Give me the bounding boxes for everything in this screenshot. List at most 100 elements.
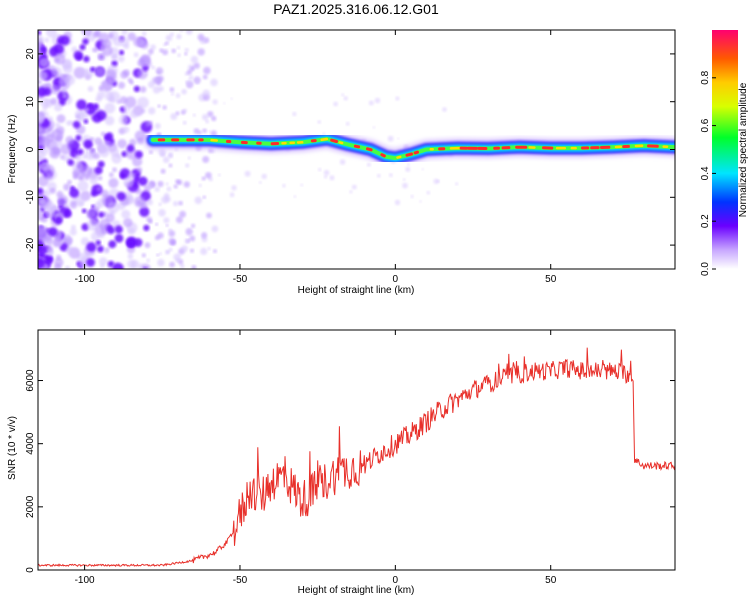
noise-blob bbox=[207, 247, 211, 251]
noise-blob bbox=[129, 138, 137, 146]
noise-blob bbox=[185, 163, 190, 168]
noise-blob bbox=[318, 168, 322, 172]
noise-blob bbox=[161, 196, 169, 204]
noise-blob bbox=[333, 101, 338, 107]
noise-blob bbox=[323, 169, 330, 176]
noise-blob bbox=[38, 30, 42, 36]
noise-blob bbox=[38, 71, 48, 81]
noise-blob bbox=[54, 57, 60, 63]
track-hotspot bbox=[330, 138, 338, 143]
noise-blob bbox=[72, 161, 84, 173]
noise-blob bbox=[70, 224, 76, 230]
noise-blob bbox=[144, 242, 151, 249]
noise-blob bbox=[39, 45, 47, 53]
spectrogram-y-axis-label: Frequency (Hz) bbox=[7, 115, 18, 184]
noise-blob bbox=[153, 76, 162, 85]
x-tick-label: 0 bbox=[393, 575, 399, 586]
noise-blob bbox=[87, 86, 94, 92]
noise-blob bbox=[89, 176, 98, 185]
noise-blob bbox=[173, 184, 178, 189]
noise-blob bbox=[63, 64, 73, 74]
track-hotspot bbox=[366, 147, 373, 152]
noise-blob bbox=[202, 74, 208, 80]
noise-blob bbox=[133, 52, 139, 58]
noise-blob bbox=[94, 166, 103, 175]
noise-blob bbox=[69, 228, 77, 236]
noise-blob bbox=[387, 135, 394, 142]
noise-blob bbox=[96, 245, 104, 253]
noise-blob bbox=[46, 174, 53, 182]
noise-blob bbox=[351, 184, 357, 190]
noise-blob bbox=[141, 253, 146, 258]
noise-blob bbox=[83, 139, 93, 149]
noise-blob bbox=[168, 228, 173, 233]
noise-blob bbox=[156, 253, 160, 257]
noise-blob bbox=[147, 183, 154, 189]
noise-blob bbox=[111, 53, 118, 60]
noise-blob bbox=[164, 249, 170, 255]
noise-blob bbox=[203, 66, 211, 75]
noise-blob bbox=[141, 31, 147, 37]
noise-blob bbox=[50, 97, 58, 105]
noise-blob bbox=[137, 167, 143, 173]
y-tick-label: 0 bbox=[25, 146, 36, 152]
noise-blob bbox=[121, 209, 131, 219]
noise-blob bbox=[133, 85, 141, 93]
noise-blob bbox=[101, 45, 113, 57]
noise-blob bbox=[74, 153, 82, 161]
noise-blob bbox=[179, 210, 187, 218]
noise-blob bbox=[78, 261, 85, 268]
noise-blob bbox=[117, 81, 126, 89]
noise-blob bbox=[117, 55, 125, 63]
noise-blob bbox=[65, 247, 73, 255]
noise-blob bbox=[108, 32, 114, 39]
track-hotspot bbox=[405, 152, 414, 157]
noise-blob bbox=[394, 199, 401, 206]
noise-blob bbox=[95, 240, 101, 246]
noise-blob bbox=[197, 48, 205, 56]
noise-blob bbox=[103, 248, 109, 254]
noise-blob bbox=[98, 257, 108, 266]
noise-blob bbox=[261, 173, 267, 180]
noise-blob bbox=[201, 176, 206, 181]
noise-blob bbox=[184, 238, 190, 244]
noise-blob bbox=[177, 53, 181, 57]
noise-blob bbox=[395, 96, 400, 101]
noise-blob bbox=[202, 114, 209, 121]
noise-blob bbox=[259, 181, 262, 184]
noise-blob bbox=[100, 131, 106, 137]
noise-blob bbox=[160, 168, 166, 174]
track-hotspot bbox=[353, 144, 361, 149]
noise-blob bbox=[244, 170, 251, 177]
noise-blob bbox=[98, 218, 111, 231]
noise-blob bbox=[154, 186, 160, 192]
x-tick-label: -50 bbox=[233, 274, 248, 285]
noise-blob bbox=[97, 186, 102, 191]
noise-blob bbox=[117, 139, 127, 149]
snr-series-line bbox=[38, 347, 675, 568]
noise-blob bbox=[421, 168, 424, 171]
noise-blob bbox=[38, 179, 41, 184]
noise-blob bbox=[231, 185, 237, 191]
noise-blob bbox=[143, 224, 150, 232]
noise-blob bbox=[148, 48, 154, 55]
noise-blob bbox=[110, 147, 120, 157]
noise-blob bbox=[55, 134, 63, 142]
noise-blob bbox=[38, 209, 43, 219]
noise-blob bbox=[157, 258, 165, 267]
noise-blob bbox=[127, 240, 134, 247]
noise-blob bbox=[38, 258, 45, 269]
noise-blob bbox=[176, 33, 182, 40]
track-hotspot bbox=[380, 153, 386, 158]
noise-blob bbox=[139, 86, 147, 93]
noise-blob bbox=[74, 109, 85, 120]
noise-blob bbox=[367, 162, 371, 167]
noise-blob bbox=[229, 192, 235, 198]
colorbar-gradient bbox=[712, 30, 738, 269]
noise-blob bbox=[123, 176, 135, 188]
noise-blob bbox=[107, 260, 115, 267]
noise-blob bbox=[148, 120, 153, 125]
x-tick-label: -100 bbox=[75, 274, 95, 285]
noise-blob bbox=[183, 181, 190, 188]
noise-blob bbox=[92, 31, 100, 38]
